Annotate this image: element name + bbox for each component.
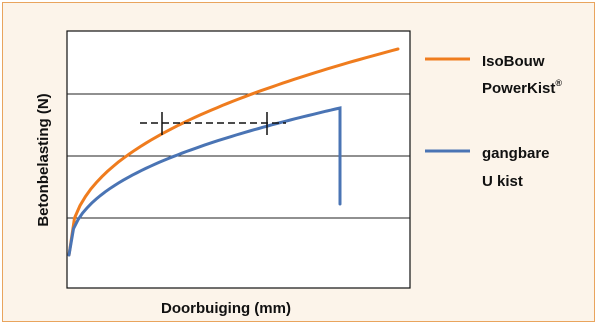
legend-label-isobouw-line1: IsoBouw xyxy=(482,53,545,70)
legend-registered-mark: ® xyxy=(555,78,562,88)
x-axis-label: Doorbuiging (mm) xyxy=(161,300,291,317)
legend-label-gangbare-line1: gangbare xyxy=(482,145,550,162)
y-axis-label: Betonbelasting (N) xyxy=(35,93,52,226)
legend-label-isobouw-line2: PowerKist® xyxy=(482,78,562,97)
legend-label-gangbare-line2: U kist xyxy=(482,173,523,190)
legend-label-isobouw-line2-text: PowerKist xyxy=(482,80,555,97)
legend: IsoBouw PowerKist® gangbare U kist xyxy=(425,53,562,190)
plot-area xyxy=(67,31,410,288)
